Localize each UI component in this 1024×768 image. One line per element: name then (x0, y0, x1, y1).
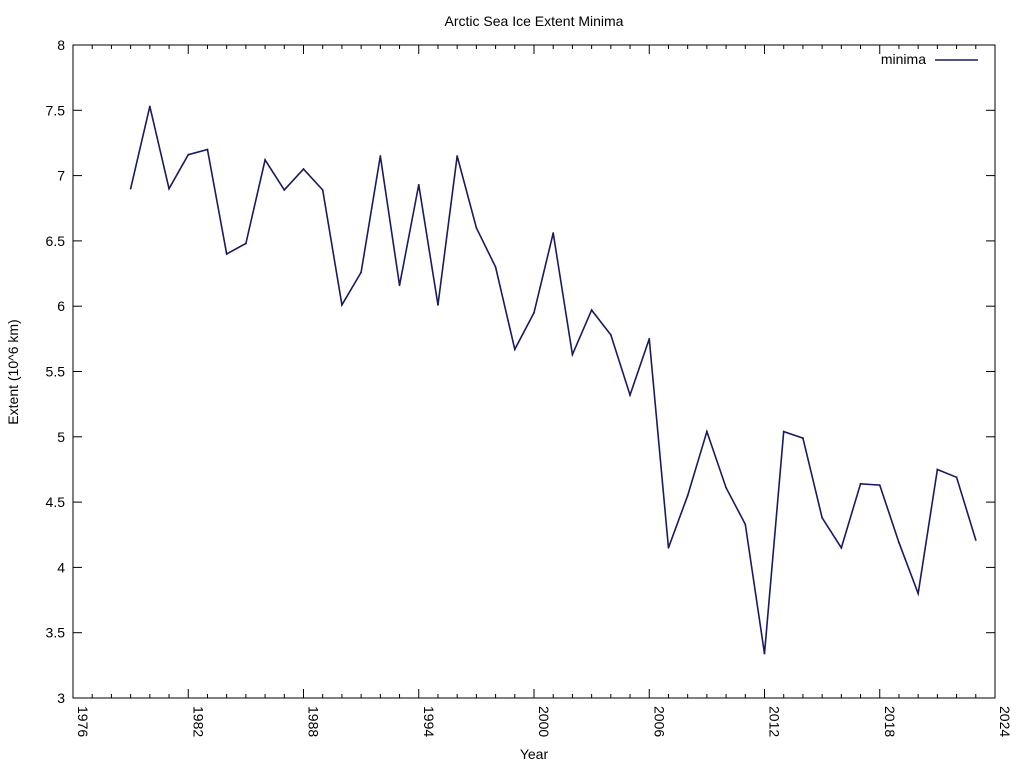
x-tick-label: 2000 (536, 706, 552, 737)
data-point (168, 187, 170, 190)
data-point (667, 546, 670, 549)
series-layer (129, 105, 977, 655)
data-point (187, 153, 190, 156)
y-tick-label: 8 (57, 37, 65, 53)
data-point (360, 271, 363, 274)
data-point (936, 468, 939, 471)
y-tick-label: 3 (57, 690, 65, 706)
x-tick-label: 1994 (421, 706, 437, 737)
legend: minima (881, 51, 978, 67)
x-axis-label: Year (520, 746, 549, 762)
y-tick-label: 4 (57, 559, 65, 575)
data-point (648, 337, 651, 340)
data-point (917, 592, 920, 595)
data-point (571, 353, 574, 356)
data-point (494, 266, 497, 268)
x-tick-label: 2006 (651, 706, 667, 737)
data-point (475, 226, 478, 229)
y-tick-label: 6.5 (46, 233, 66, 249)
data-point (129, 187, 132, 190)
x-tick-label: 2018 (882, 706, 898, 737)
y-tick-label: 7.5 (46, 102, 66, 118)
data-point (705, 430, 708, 433)
series-line-minima (129, 106, 977, 654)
data-point (782, 430, 785, 433)
data-point (437, 303, 439, 306)
plot-frame (72, 44, 996, 699)
y-tick-label: 4.5 (46, 494, 66, 510)
data-point (244, 242, 247, 245)
y-tick-label: 5 (57, 429, 65, 445)
data-point (878, 484, 881, 487)
data-point (821, 516, 824, 519)
data-point (533, 311, 535, 314)
data-point (763, 652, 766, 655)
data-point (148, 105, 151, 108)
data-point (898, 541, 900, 544)
x-tick-label: 2024 (997, 706, 1013, 737)
data-point (629, 394, 631, 396)
data-point (552, 232, 555, 234)
data-point (283, 189, 286, 191)
data-point (321, 189, 324, 191)
y-tick-label: 3.5 (46, 625, 66, 641)
data-point (859, 482, 862, 485)
data-point (955, 476, 958, 479)
legend-label-minima: minima (881, 51, 926, 67)
data-point (341, 303, 343, 306)
data-point (417, 183, 420, 186)
data-point (609, 334, 612, 336)
x-axis: 1976 1982 1988 1994 2000 2006 2012 2018 2024 (72, 45, 1013, 737)
data-point (379, 155, 382, 157)
data-point (225, 253, 228, 255)
y-axis: 3 3.5 4 4.5 5 5.5 6 6.5 7 7.5 8 (46, 37, 995, 706)
data-point (513, 348, 516, 351)
chart-title: Arctic Sea Ice Extent Minima (445, 13, 624, 29)
y-tick-label: 6 (57, 298, 65, 314)
data-point (840, 546, 843, 549)
data-point (302, 168, 305, 170)
data-point (206, 148, 209, 151)
y-tick-label: 5.5 (46, 364, 66, 380)
data-point (590, 309, 593, 312)
y-axis-label: Extent (10^6 km) (5, 319, 21, 424)
x-tick-label: 1976 (75, 706, 91, 737)
data-point (744, 523, 747, 526)
data-point (802, 437, 804, 440)
x-tick-label: 1988 (306, 706, 322, 737)
data-point (398, 284, 401, 287)
data-point (974, 539, 977, 541)
x-tick-label: 1982 (190, 706, 206, 737)
data-point (725, 486, 727, 489)
data-point (686, 494, 689, 497)
data-point (264, 159, 266, 161)
data-point (456, 155, 459, 157)
x-tick-label: 2012 (767, 706, 783, 737)
y-tick-label: 7 (57, 168, 65, 184)
